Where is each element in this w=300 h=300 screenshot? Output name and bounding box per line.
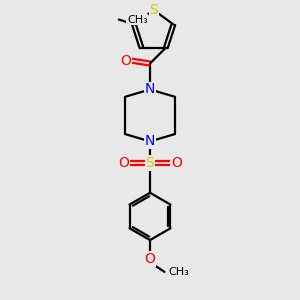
Text: O: O (121, 54, 131, 68)
Text: S: S (149, 3, 158, 17)
Text: N: N (145, 134, 155, 148)
Text: O: O (145, 252, 155, 266)
Text: S: S (146, 156, 154, 170)
Text: CH₃: CH₃ (127, 14, 148, 25)
Text: O: O (118, 156, 129, 170)
Text: CH₃: CH₃ (169, 267, 190, 277)
Text: N: N (145, 82, 155, 97)
Text: O: O (171, 156, 182, 170)
